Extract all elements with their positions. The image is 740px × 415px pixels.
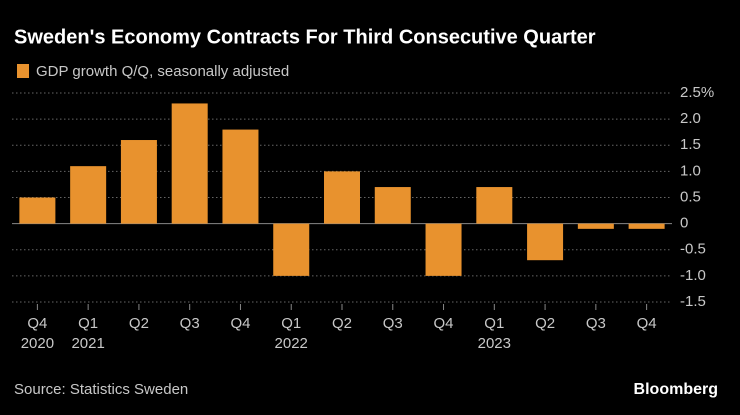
x-sublabel: 2023 (478, 335, 511, 352)
x-sublabel: 2020 (21, 335, 54, 352)
y-tick-label: 0.5 (680, 188, 701, 205)
x-sublabel: 2022 (275, 335, 308, 352)
x-tick-label: Q4 (27, 315, 47, 332)
source: Source: Statistics Sweden (14, 381, 188, 398)
bar (120, 140, 157, 224)
bar (476, 187, 513, 224)
x-tick-label: Q2 (535, 315, 555, 332)
y-tick-label: -0.5 (680, 241, 706, 258)
legend-label: GDP growth Q/Q, seasonally adjusted (36, 63, 289, 80)
bar (70, 166, 107, 224)
x-tick-label: Q4 (637, 315, 657, 332)
x-tick-label: Q3 (383, 315, 403, 332)
bar (577, 223, 614, 229)
bar (425, 223, 462, 276)
x-tick-label: Q3 (586, 315, 606, 332)
y-tick-label: -1.0 (680, 267, 706, 284)
y-tick-label: -1.5 (680, 293, 706, 310)
x-tick-label: Q4 (230, 315, 250, 332)
bar (374, 187, 411, 224)
legend-swatch (17, 64, 29, 78)
x-tick-label: Q3 (180, 315, 200, 332)
bar (171, 103, 208, 224)
y-tick-label: 1.0 (680, 162, 701, 179)
x-tick-label: Q4 (434, 315, 454, 332)
bar (527, 223, 564, 261)
bar (324, 171, 360, 224)
x-sublabel: 2021 (71, 335, 104, 352)
y-tick-label: 1.5 (680, 136, 701, 153)
bar (19, 197, 56, 224)
x-tick-label: Q1 (281, 315, 301, 332)
chart-title: Sweden's Economy Contracts For Third Con… (14, 26, 596, 48)
y-tick-label: 0 (680, 215, 688, 232)
y-tick-label: 2.5% (680, 84, 714, 101)
bar (628, 223, 665, 229)
brand: Bloomberg (634, 381, 718, 398)
x-tick-label: Q1 (78, 315, 98, 332)
x-tick-label: Q2 (129, 315, 149, 332)
bar (273, 223, 310, 276)
bar (222, 129, 259, 224)
x-tick-label: Q1 (484, 315, 504, 332)
y-tick-label: 2.0 (680, 110, 701, 127)
x-tick-label: Q2 (332, 315, 352, 332)
